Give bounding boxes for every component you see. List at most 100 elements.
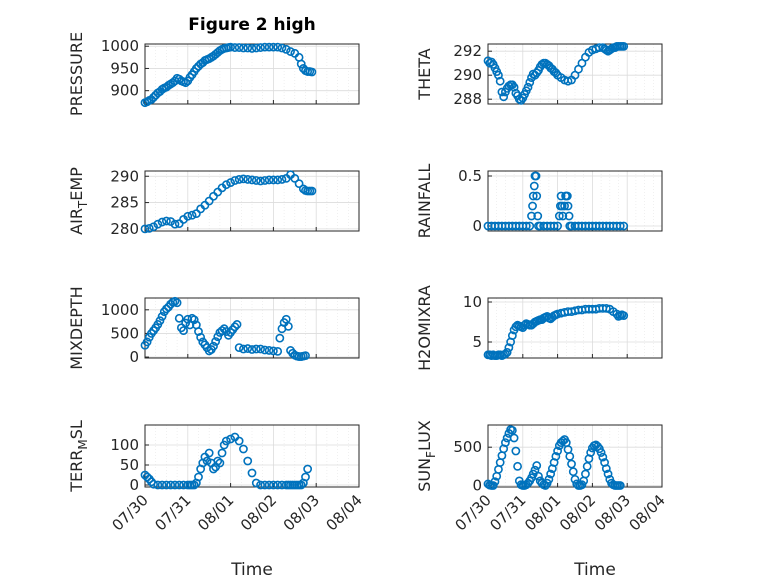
axes-frame-1 <box>144 43 360 105</box>
data-point <box>534 471 543 481</box>
data-point <box>603 469 613 479</box>
data-point <box>170 219 180 229</box>
data-point <box>142 337 152 347</box>
data-point <box>194 472 203 482</box>
data-point <box>251 43 261 53</box>
data-point <box>217 326 227 335</box>
x-tick-label: 07/31 <box>486 491 529 534</box>
data-point <box>556 191 566 201</box>
data-point <box>509 433 519 443</box>
y-tick-label: 1000 <box>101 37 139 55</box>
data-point <box>619 221 629 231</box>
data-point <box>251 478 261 488</box>
data-point <box>161 216 171 226</box>
data-point <box>251 176 261 185</box>
y-tick-label: 950 <box>110 59 139 77</box>
x-tick-label: 07/30 <box>109 491 152 534</box>
data-point <box>553 446 562 456</box>
data-point <box>172 298 182 308</box>
axes-frame-4 <box>487 170 663 232</box>
data-point <box>181 78 191 88</box>
data-point <box>157 480 167 490</box>
data-point <box>264 42 274 52</box>
data-point <box>567 459 576 469</box>
data-point <box>564 211 574 221</box>
data-point <box>234 436 244 446</box>
data-point <box>256 176 265 186</box>
y-tick-label: 0 <box>129 348 139 366</box>
y-tick-label: 0 <box>472 217 482 235</box>
data-point <box>247 468 257 478</box>
data-point <box>243 43 253 53</box>
data-point <box>243 175 253 184</box>
y-tick-label: 500 <box>453 438 482 456</box>
y-tick-label: 500 <box>110 324 139 342</box>
data-point <box>183 211 193 221</box>
subplot-6: 5 10 H2OMIXRA <box>415 285 663 371</box>
data-point <box>157 312 167 321</box>
y-tick-label: 290 <box>453 66 482 84</box>
data-point <box>239 174 248 184</box>
y-axis-label-5: MIXDEPTH <box>67 286 86 369</box>
data-point <box>243 456 253 466</box>
data-point <box>283 321 293 331</box>
data-point <box>256 480 265 490</box>
data-point <box>499 92 509 102</box>
data-point <box>209 464 218 474</box>
data-point <box>140 224 150 234</box>
data-point <box>277 43 287 53</box>
y-tick-label: 0.5 <box>458 167 482 185</box>
data-point <box>615 221 625 231</box>
data-point <box>581 469 590 479</box>
data-point <box>619 42 629 51</box>
data-point <box>532 191 542 201</box>
data-point <box>234 175 244 184</box>
data-point <box>209 341 218 351</box>
data-point <box>149 479 158 489</box>
y-tick-label: 1000 <box>101 301 139 319</box>
data-point <box>307 186 317 196</box>
data-point <box>531 171 541 181</box>
data-point <box>507 425 517 435</box>
x-axis-label-left: Time <box>230 560 273 580</box>
axes-frame-6 <box>487 297 663 359</box>
x-tick-label: 08/03 <box>280 491 323 534</box>
y-axis-label-8: SUNFLUX <box>415 420 438 492</box>
x-tick-label: 08/04 <box>323 491 366 534</box>
y-axis-label-3: AIRTEMP <box>67 167 90 235</box>
y-axis-label-7: TERRMSL <box>67 420 90 493</box>
data-point <box>230 176 240 185</box>
y-tick-label: 280 <box>110 220 139 238</box>
data-point <box>196 332 206 342</box>
data-point <box>170 480 180 490</box>
data-point <box>553 221 562 231</box>
x-tick-label: 07/31 <box>151 491 194 534</box>
data-point <box>562 191 572 201</box>
y-tick-label: 50 <box>120 456 139 474</box>
data-point <box>296 480 306 490</box>
data-point <box>601 464 611 474</box>
data-point <box>296 59 306 69</box>
data-point <box>264 175 274 185</box>
data-point <box>247 345 257 354</box>
data-point <box>533 211 543 221</box>
subplot-3: 280 285 290 AIRTEMP <box>67 167 360 238</box>
data-point <box>232 320 242 329</box>
y-tick-label: 100 <box>110 436 139 454</box>
data-point <box>166 480 176 490</box>
data-point <box>294 179 304 189</box>
data-point <box>273 42 283 52</box>
data-point <box>507 331 517 340</box>
subplot-2: 288 290 292 THETA <box>415 42 663 108</box>
data-point <box>215 458 225 468</box>
data-point <box>191 209 201 219</box>
data-point <box>286 47 295 56</box>
data-point <box>273 175 283 185</box>
data-point <box>290 173 300 183</box>
data-point <box>217 448 227 458</box>
data-point <box>239 43 248 53</box>
data-point <box>619 311 629 320</box>
data-point <box>554 211 564 221</box>
x-axis-label-right: Time <box>573 560 616 580</box>
